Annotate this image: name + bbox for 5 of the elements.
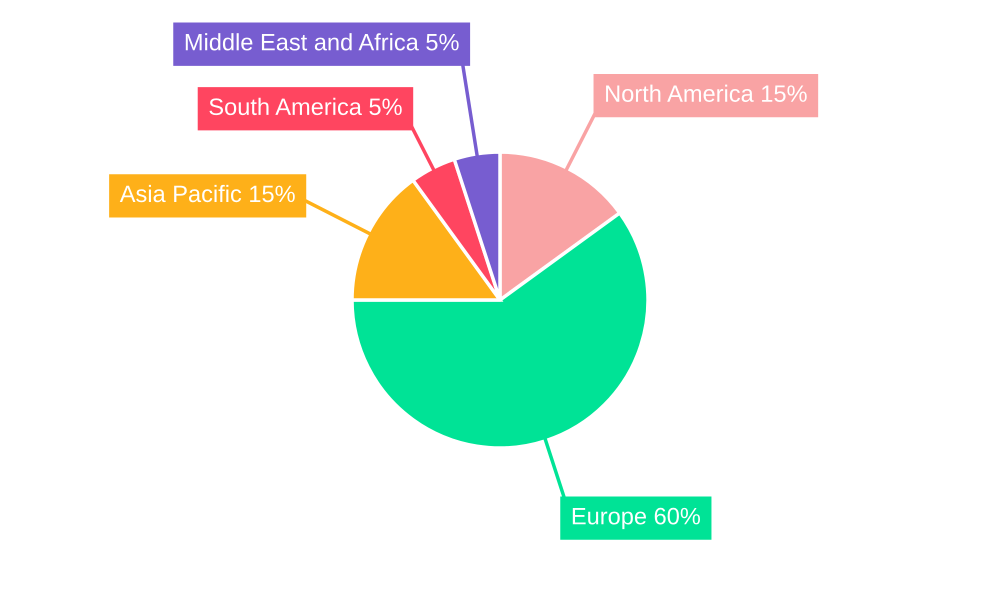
slice-label: Europe 60%	[572, 508, 700, 530]
slice-label: South America 5%	[209, 98, 402, 116]
slice-label: Asia Pacific 15%	[120, 184, 295, 202]
slice-label: North America 15%	[606, 84, 807, 102]
slice-label: Middle East and Africa 5%	[186, 33, 459, 51]
